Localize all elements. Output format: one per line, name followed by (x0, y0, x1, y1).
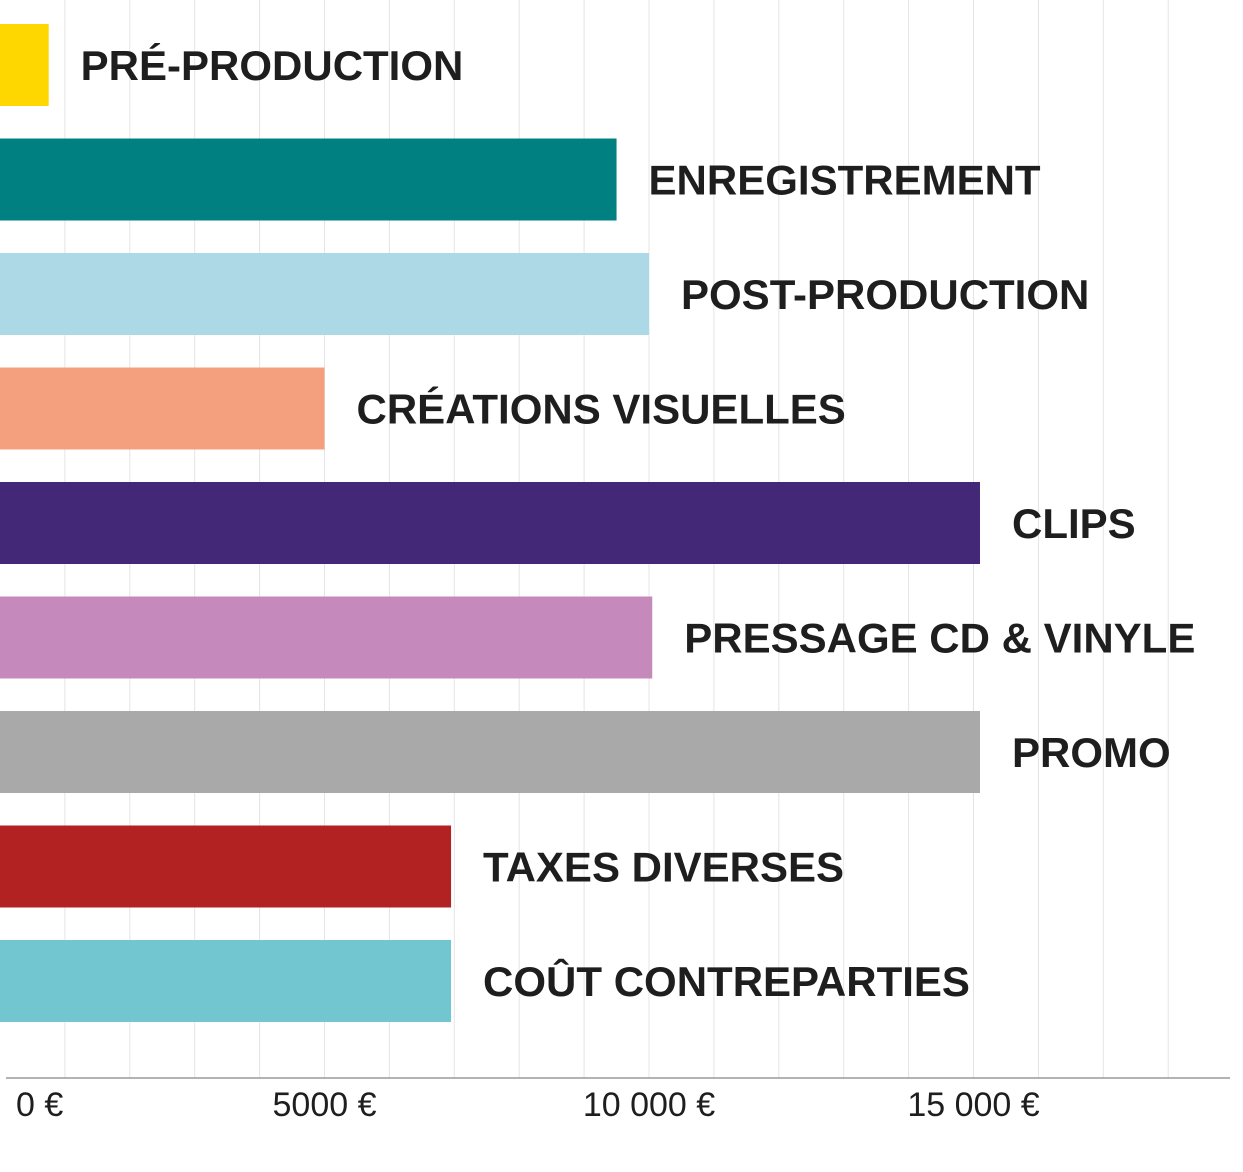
bar-enregistrement (0, 138, 617, 221)
category-labels: PRÉ-PRODUCTION ENREGISTREMENT POST-PRODUCT… (81, 42, 1196, 1005)
category-label-taxes-diverses: TAXES DIVERSES (483, 844, 844, 891)
bar-clips (0, 482, 980, 564)
bar-cout-contreparties (0, 940, 452, 1022)
x-tick-labels: 0 € 5000 € 10 000 € 15 000 € (16, 1086, 1040, 1124)
category-label-enregistrement: ENREGISTREMENT (649, 157, 1041, 204)
bar-taxes-diverses (0, 825, 452, 908)
category-label-creations-visuelles: CRÉATIONS VISUELLES (357, 386, 846, 433)
x-tick-label: 5000 € (273, 1086, 377, 1124)
bar-pressage-cd-vinyle (0, 596, 653, 679)
bar-pre-production (0, 24, 49, 106)
category-label-post-production: POST-PRODUCTION (681, 271, 1089, 318)
x-tick-label: 0 € (16, 1086, 63, 1124)
bar-promo (0, 711, 980, 793)
category-label-clips: CLIPS (1012, 500, 1136, 547)
category-label-promo: PROMO (1012, 729, 1171, 776)
bar-post-production (0, 253, 649, 335)
category-label-pressage-cd-vinyle: PRESSAGE CD & VINYLE (684, 615, 1195, 662)
category-label-cout-contreparties: COÛT CONTREPARTIES (483, 957, 970, 1005)
bars (0, 24, 980, 1022)
category-label-pre-production: PRÉ-PRODUCTION (81, 42, 464, 89)
x-tick-label: 10 000 € (583, 1086, 715, 1124)
x-tick-label: 15 000 € (907, 1086, 1039, 1124)
bar-creations-visuelles (0, 367, 325, 450)
